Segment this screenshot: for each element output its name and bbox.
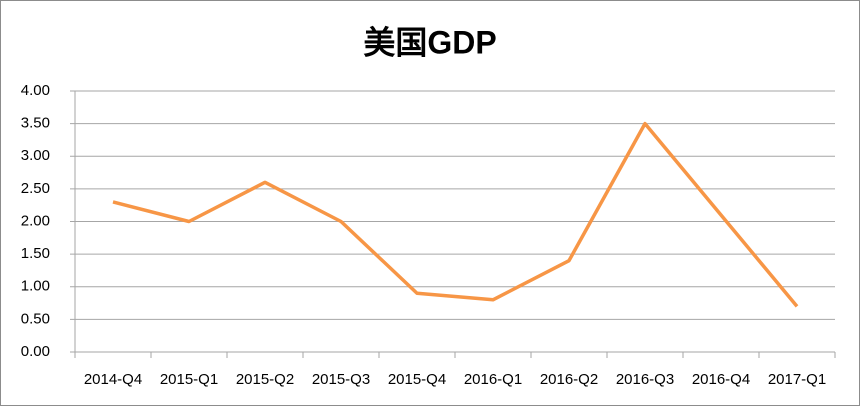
y-tick-label: 3.00 (21, 147, 50, 164)
x-tick-label: 2015-Q1 (160, 371, 218, 388)
line-series (112, 121, 799, 308)
x-tick-label: 2015-Q2 (236, 371, 294, 388)
x-tick-label: 2016-Q3 (616, 371, 674, 388)
x-tick-label: 2016-Q1 (464, 371, 522, 388)
y-tick-label: 2.50 (21, 180, 50, 197)
x-tick-label: 2016-Q2 (540, 371, 598, 388)
y-tick-label: 4.00 (21, 82, 50, 99)
x-tick-label: 2014-Q4 (84, 371, 142, 388)
x-tick-label: 2017-Q1 (768, 371, 826, 388)
y-tick-label: 0.00 (21, 343, 50, 360)
chart-title: 美国GDP (363, 24, 496, 60)
y-tick-label: 0.50 (21, 310, 50, 327)
y-tick-label: 1.00 (21, 278, 50, 295)
y-tick-label: 3.50 (21, 115, 50, 132)
x-tick-label: 2015-Q4 (388, 371, 446, 388)
x-tick-label: 2015-Q3 (312, 371, 370, 388)
y-tick-label: 1.50 (21, 245, 50, 262)
x-tick-label: 2016-Q4 (692, 371, 750, 388)
y-tick-label: 2.00 (21, 212, 50, 229)
